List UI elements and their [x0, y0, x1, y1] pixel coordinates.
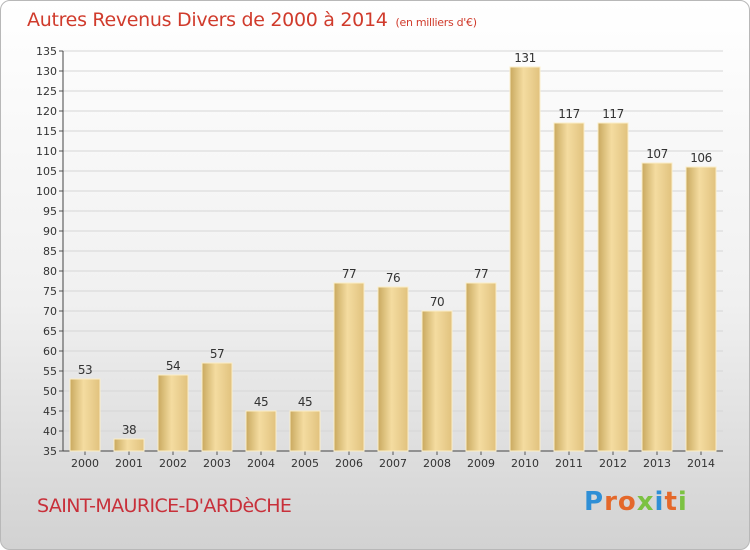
logo-letter: r [604, 487, 618, 517]
y-tick-label: 45 [43, 405, 57, 418]
data-label: 38 [122, 423, 136, 437]
y-tick-label: 80 [43, 265, 57, 278]
bar [289, 410, 321, 452]
bar [201, 362, 233, 452]
y-tick-label: 60 [43, 345, 57, 358]
x-tick-label: 2003 [203, 457, 231, 470]
y-tick-label: 75 [43, 285, 57, 298]
x-tick-label: 2008 [423, 457, 451, 470]
data-labels: 53 38 54 57 45 45 77 76 70 77 131 117 117 107 106 [78, 51, 712, 437]
y-tick-label: 120 [36, 105, 57, 118]
chart-title-unit: (en milliers d'€) [395, 16, 477, 29]
x-tick-label: 2002 [159, 457, 187, 470]
x-tick-label: 2014 [687, 457, 715, 470]
proxiti-logo: Proxiti [584, 487, 688, 517]
data-label: 70 [430, 295, 444, 309]
y-tick-label: 65 [43, 325, 57, 338]
x-tick-label: 2011 [555, 457, 583, 470]
x-tick-label: 2007 [379, 457, 407, 470]
data-label: 57 [210, 347, 224, 361]
y-tick-label: 135 [36, 45, 57, 58]
logo-letter: i [654, 487, 665, 517]
x-tick-label: 2005 [291, 457, 319, 470]
logo-letter: P [584, 487, 605, 517]
bar [333, 282, 365, 452]
chart-title-text: Autres Revenus Divers de 2000 à 2014 [27, 9, 388, 31]
bar [553, 122, 585, 452]
y-tick-label: 50 [43, 385, 57, 398]
y-tick-label: 110 [36, 145, 57, 158]
y-tick-label: 90 [43, 225, 57, 238]
data-label: 131 [514, 51, 535, 65]
x-tick-label: 2001 [115, 457, 143, 470]
bar [69, 378, 101, 452]
data-label: 45 [298, 395, 312, 409]
x-tick-label: 2012 [599, 457, 627, 470]
data-label: 117 [558, 107, 579, 121]
x-tick-label: 2000 [71, 457, 99, 470]
data-label: 76 [386, 271, 400, 285]
y-tick-labels: 35 40 45 50 55 60 65 70 75 80 85 90 95 100 105 110 115 12… [36, 45, 57, 458]
y-tick-label: 35 [43, 445, 57, 458]
y-tick-label: 130 [36, 65, 57, 78]
logo-letter: x [636, 487, 655, 517]
bar [509, 66, 541, 452]
bar [157, 374, 189, 452]
data-label: 45 [254, 395, 268, 409]
x-tick-labels: 2000 2001 2002 2003 2004 2005 2006 2007 2008 2009… [71, 457, 715, 470]
town-name: SAINT-MAURICE-D'ARDèCHE [37, 495, 292, 517]
x-tick-label: 2006 [335, 457, 363, 470]
bar [245, 410, 277, 452]
data-label: 77 [474, 267, 488, 281]
y-tick-label: 55 [43, 365, 57, 378]
data-label: 106 [690, 151, 711, 165]
data-label: 53 [78, 363, 92, 377]
bar [377, 286, 409, 452]
y-tick-label: 115 [36, 125, 57, 138]
logo-letter: t [664, 487, 678, 517]
bar [641, 162, 673, 452]
data-label: 54 [166, 359, 180, 373]
x-tick-label: 2013 [643, 457, 671, 470]
data-label: 107 [646, 147, 667, 161]
y-tick-label: 125 [36, 85, 57, 98]
logo-letter: o [617, 487, 637, 517]
bar [597, 122, 629, 452]
x-tick-label: 2009 [467, 457, 495, 470]
chart-title: Autres Revenus Divers de 2000 à 2014 (en … [27, 9, 477, 31]
y-tick-label: 85 [43, 245, 57, 258]
x-tick-label: 2004 [247, 457, 275, 470]
y-tick-label: 70 [43, 305, 57, 318]
bar [113, 438, 145, 452]
y-tick-label: 100 [36, 185, 57, 198]
y-tick-label: 105 [36, 165, 57, 178]
x-tick-label: 2010 [511, 457, 539, 470]
data-label: 117 [602, 107, 623, 121]
bars [69, 66, 717, 452]
bar [685, 166, 717, 452]
logo-letter: i [677, 487, 688, 517]
bar [465, 282, 497, 452]
bar [421, 310, 453, 452]
y-tick-label: 95 [43, 205, 57, 218]
data-label: 77 [342, 267, 356, 281]
y-tick-label: 40 [43, 425, 57, 438]
